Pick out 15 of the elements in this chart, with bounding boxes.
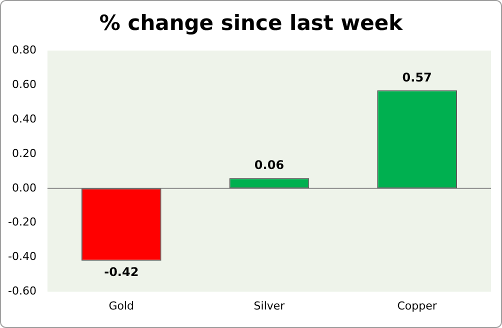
y-tick-label: -0.60 [8, 284, 36, 298]
data-label: -0.42 [104, 264, 139, 279]
x-tick-label: Silver [254, 299, 286, 312]
y-tick-label: 0.80 [12, 43, 36, 56]
data-label: 0.06 [254, 158, 284, 172]
data-label: 0.57 [402, 70, 432, 84]
y-tick-label: -0.40 [8, 250, 36, 264]
chart-title: % change since last week [98, 11, 404, 35]
y-tick-label: 0.40 [12, 112, 36, 126]
y-tick-label: 0.00 [12, 181, 36, 194]
x-tick-label: Gold [108, 299, 134, 312]
y-tick-label: 0.20 [12, 146, 36, 160]
x-tick-label: Copper [397, 299, 438, 312]
y-tick-label: -0.20 [8, 216, 36, 229]
y-tick-label: 0.60 [12, 78, 36, 91]
